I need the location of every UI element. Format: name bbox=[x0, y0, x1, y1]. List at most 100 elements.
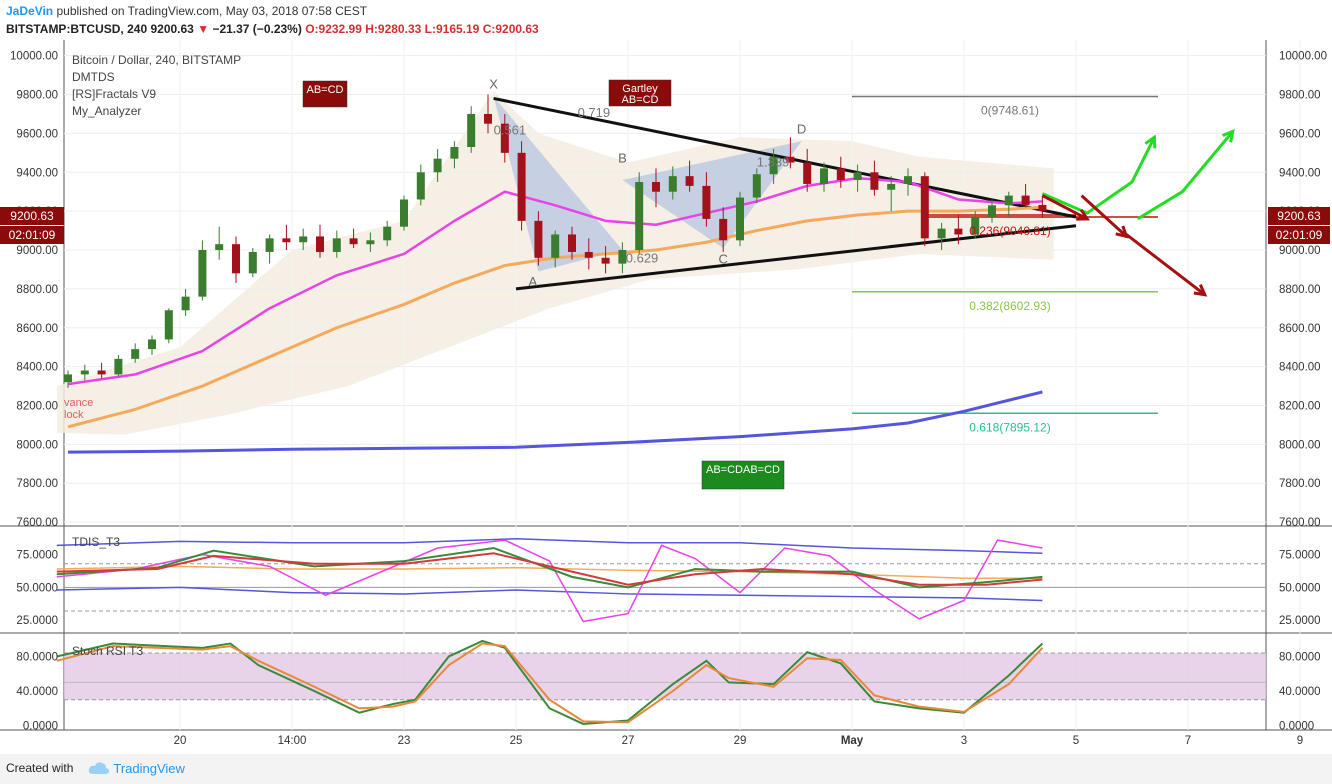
pattern-point-A: A bbox=[528, 274, 537, 289]
stoch-tick-left: 40.0000 bbox=[16, 686, 58, 698]
candle-body bbox=[316, 236, 324, 252]
x-tick-label: 25 bbox=[510, 735, 523, 747]
y-tick-label-left: 8600.00 bbox=[16, 323, 58, 335]
chart-legend-item: DMTDS bbox=[72, 70, 115, 84]
candle-body bbox=[887, 183, 896, 190]
candle-body bbox=[383, 226, 392, 241]
tdis-signal-red bbox=[56, 552, 1043, 586]
red-arrow-down-3-head bbox=[1193, 284, 1208, 297]
candle-body bbox=[719, 218, 728, 241]
y-tick-label-right: 8400.00 bbox=[1279, 362, 1321, 374]
high-value: H:9280.33 bbox=[365, 22, 422, 36]
pattern-ratio: 0.719 bbox=[578, 105, 611, 120]
y-tick-label-right: 7800.00 bbox=[1279, 478, 1321, 490]
candle-body bbox=[349, 238, 358, 245]
candle-body bbox=[534, 220, 543, 258]
x-tick-label: 27 bbox=[622, 735, 635, 747]
pattern-ratio: 1.339 bbox=[757, 154, 790, 169]
candle-body bbox=[618, 250, 627, 264]
pattern-ratio: 0.629 bbox=[626, 251, 659, 266]
candle-body bbox=[198, 250, 207, 297]
pattern-point-X: X bbox=[489, 77, 498, 92]
candle-body bbox=[736, 197, 744, 241]
open-value: O:9232.99 bbox=[305, 22, 362, 36]
countdown-tag-right bbox=[1268, 226, 1330, 244]
candle-body bbox=[685, 176, 694, 186]
chart-canvas[interactable]: 10000.00 10000.00 9800.00 9800.00 9600.00 960… bbox=[0, 40, 1332, 754]
candle-body bbox=[820, 168, 828, 184]
stoch-tick-right: 40.0000 bbox=[1279, 686, 1321, 698]
stoch-tick-right: 0.0000 bbox=[1279, 721, 1314, 733]
y-tick-label-left: 7800.00 bbox=[16, 478, 58, 490]
red-arrow-down-1 bbox=[1041, 194, 1088, 221]
chart-legend-item: [RS]Fractals V9 bbox=[72, 87, 156, 101]
last-price-tag-left-text: 9200.63 bbox=[10, 209, 54, 223]
chart-legend-title: Bitcoin / Dollar, 240, BITSTAMP bbox=[72, 53, 241, 67]
y-tick-label-right: 8600.00 bbox=[1279, 323, 1321, 335]
candle-body bbox=[769, 156, 778, 175]
candle-body bbox=[131, 349, 140, 359]
pattern-point-C: C bbox=[719, 252, 728, 267]
x-tick-label: 9 bbox=[1297, 735, 1303, 747]
y-tick-label-left: 8000.00 bbox=[16, 439, 58, 451]
brand-name: TradingView bbox=[113, 761, 185, 776]
candle-body bbox=[400, 199, 408, 227]
y-tick-label-left: 8800.00 bbox=[16, 284, 58, 296]
candle-body bbox=[97, 370, 106, 375]
candle-body bbox=[433, 158, 442, 173]
countdown-tag-left bbox=[0, 226, 64, 244]
candle-body bbox=[853, 172, 862, 181]
green-arrow-up-1-head bbox=[1144, 134, 1157, 149]
candle-body bbox=[467, 113, 476, 148]
last-price-tag-right bbox=[1268, 207, 1330, 225]
x-tick-label: 29 bbox=[734, 735, 747, 747]
candle-body bbox=[702, 185, 711, 219]
stoch-tick-right: 80.0000 bbox=[1279, 651, 1321, 663]
y-tick-label-left: 9400.00 bbox=[16, 167, 58, 179]
tradingview-logo[interactable]: TradingView bbox=[88, 759, 185, 776]
y-tick-label-left: 9600.00 bbox=[16, 128, 58, 140]
fib-level-label: 0(9748.61) bbox=[981, 103, 1039, 117]
red-arrow-down-1-head bbox=[1076, 208, 1090, 221]
y-tick-label-right: 9800.00 bbox=[1279, 90, 1321, 102]
y-tick-label-right: 10000.00 bbox=[1279, 51, 1327, 63]
last-price-tag-left bbox=[0, 207, 64, 225]
x-tick-label: 7 bbox=[1185, 735, 1191, 747]
tdis-tick-right: 50.0000 bbox=[1279, 582, 1321, 594]
stoch-band bbox=[64, 653, 1266, 700]
stoch-tick-left: 0.0000 bbox=[23, 721, 58, 733]
candle-body bbox=[971, 216, 980, 235]
pattern-ratio: 0.561 bbox=[494, 122, 527, 137]
candle-body bbox=[601, 257, 610, 264]
candle-body bbox=[416, 172, 425, 200]
stoch-tick-left: 80.0000 bbox=[16, 651, 58, 663]
y-tick-label-right: 9600.00 bbox=[1279, 128, 1321, 140]
x-tick-label: 5 bbox=[1073, 735, 1079, 747]
y-tick-label-left: 10000.00 bbox=[10, 51, 58, 63]
fib-level-label: 0.618(7895.12) bbox=[969, 420, 1050, 434]
candle-body bbox=[148, 339, 156, 350]
ab-cd-box-green-text: AB=CDAB=CD bbox=[706, 464, 780, 476]
tdis-lower-band bbox=[56, 586, 1043, 602]
candle-body bbox=[584, 251, 593, 258]
candle-body bbox=[282, 238, 291, 243]
pattern-point-B: B bbox=[618, 151, 627, 166]
fib-level-label: 0.236(9040.81) bbox=[969, 224, 1050, 238]
tdis-tick-right: 75.0000 bbox=[1279, 550, 1321, 562]
red-arrow-down-3 bbox=[1125, 233, 1206, 296]
candle-body bbox=[332, 238, 341, 252]
tdis-upper-band bbox=[56, 538, 1043, 554]
x-tick-label: 14:00 bbox=[278, 735, 307, 747]
candle-body bbox=[568, 234, 576, 252]
candle-body bbox=[904, 176, 912, 184]
candle-body bbox=[181, 296, 190, 311]
pattern-xab-shape bbox=[493, 96, 623, 272]
header-bar: JaDeVin published on TradingView.com, Ma… bbox=[0, 0, 1332, 40]
author-link[interactable]: JaDeVin bbox=[6, 4, 54, 18]
green-arrow-up-1 bbox=[1041, 136, 1156, 215]
candle-body bbox=[366, 240, 375, 245]
x-tick-label: May bbox=[841, 735, 864, 747]
chart-legend-item: My_Analyzer bbox=[72, 104, 141, 118]
y-tick-label-right: 7600.00 bbox=[1279, 517, 1321, 529]
ohlc-line: BITSTAMP:BTCUSD, 240 9200.63 ▼ −21.37 (−… bbox=[6, 22, 539, 36]
